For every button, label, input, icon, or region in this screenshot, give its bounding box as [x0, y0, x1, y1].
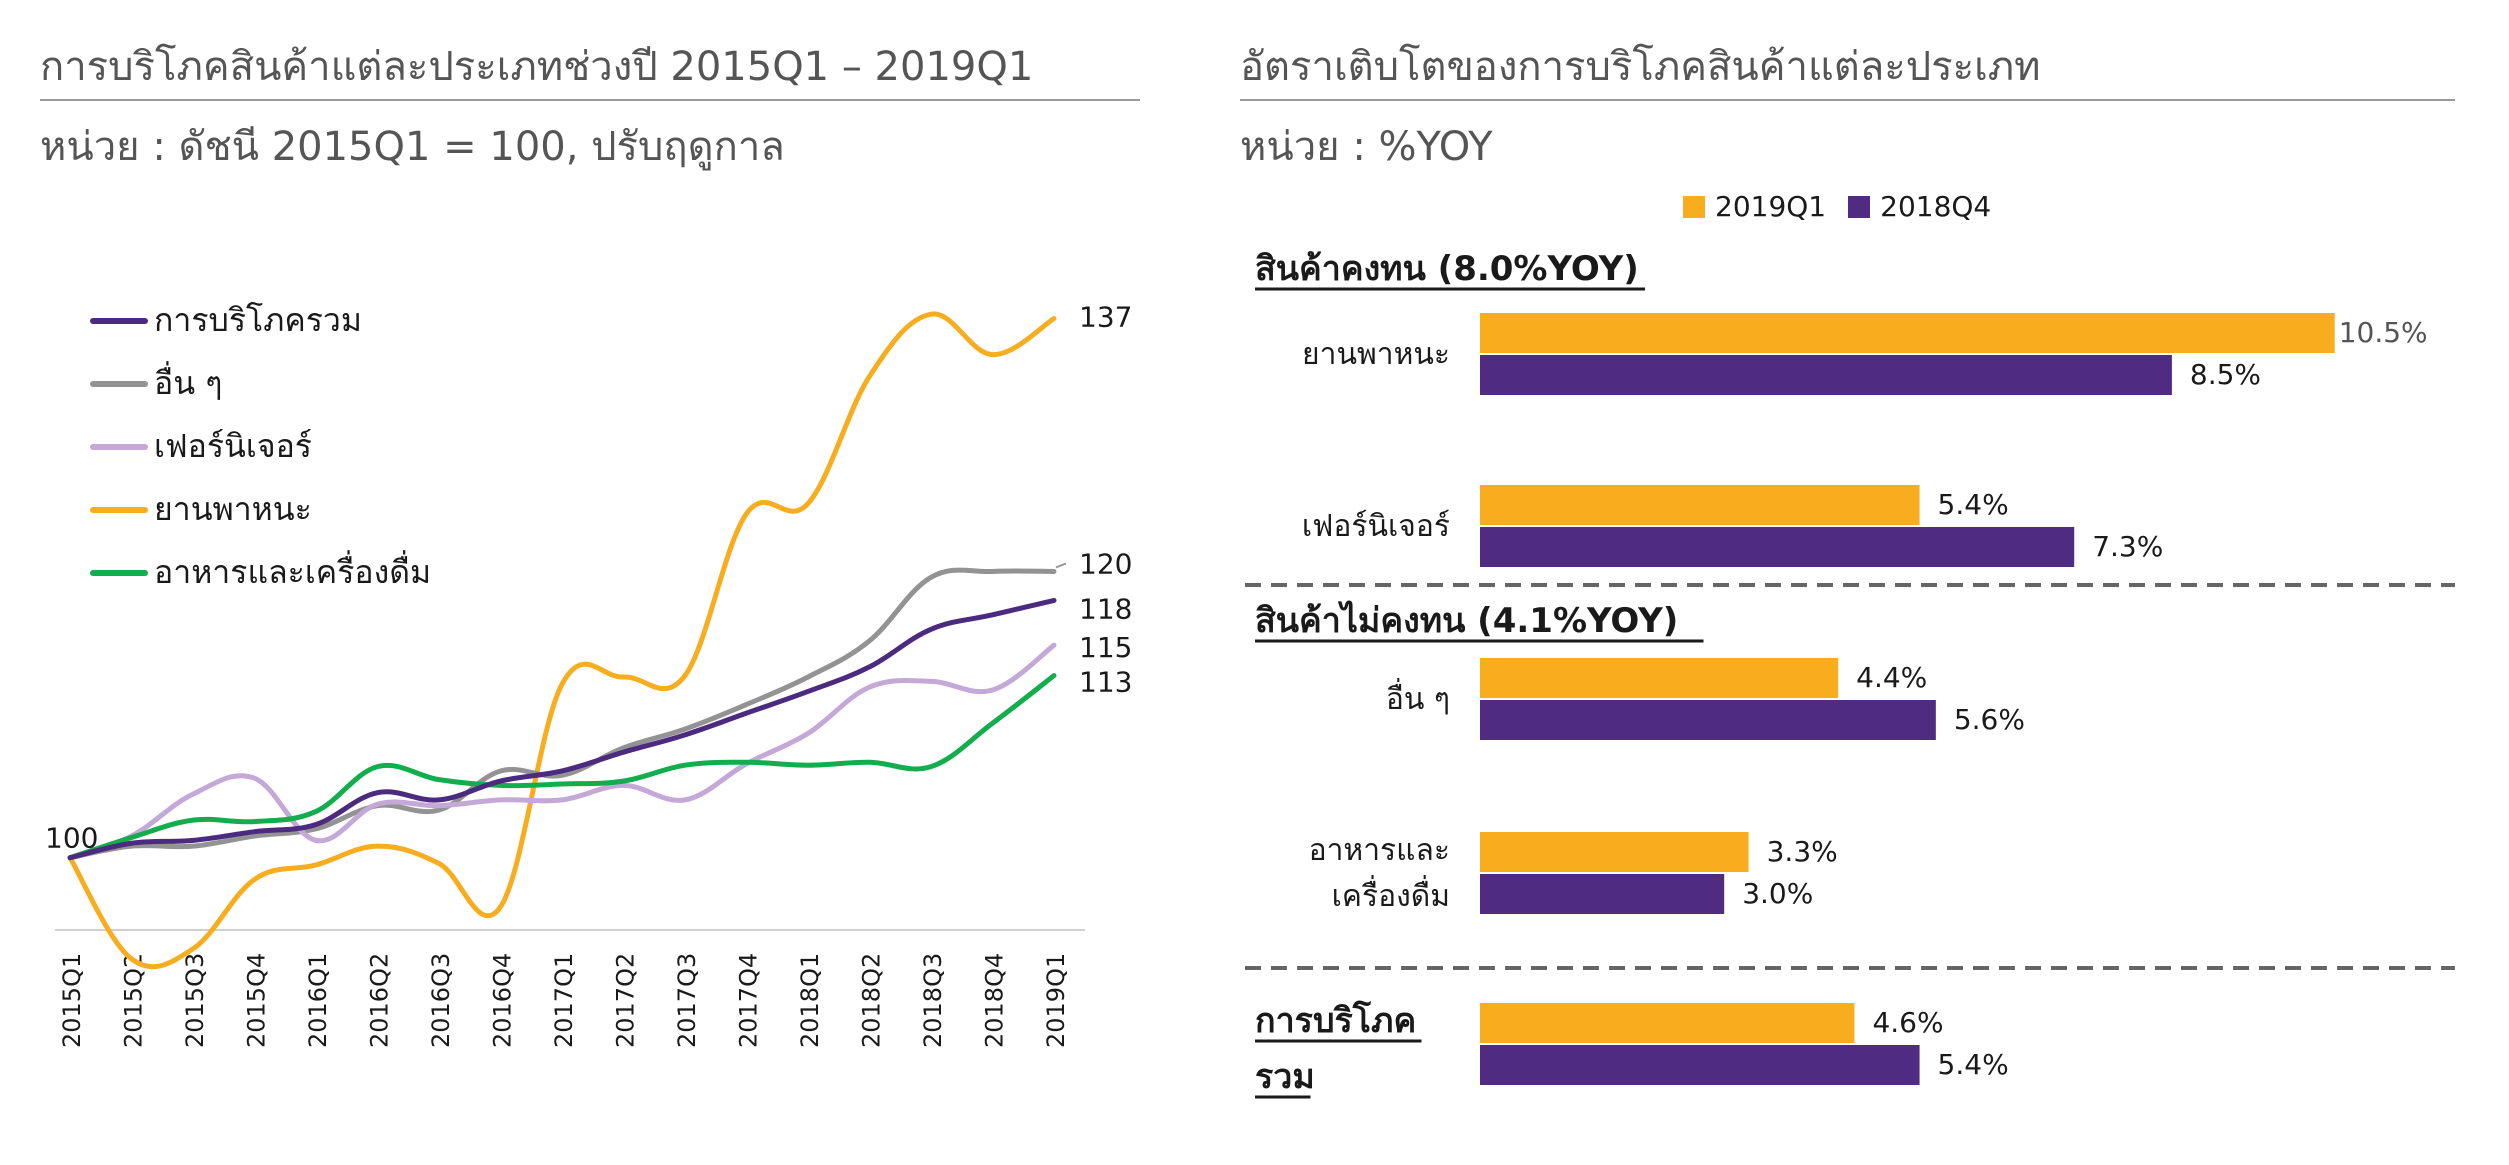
end-value-label-food: 113 [1079, 666, 1132, 699]
bar-2018q4 [1480, 527, 2075, 567]
bar-value-label: 5.6% [1954, 703, 2025, 736]
line-chart: 2015Q1 2015Q2 2015Q3 2015Q4 2016Q1 2016Q2 2016… [45, 300, 1132, 1048]
bar-value-label: 3.0% [1742, 877, 1813, 910]
x-tick-label: 2016Q4 [489, 953, 517, 1048]
legend-swatch-2018q4 [1848, 195, 1871, 218]
legend-item-total: การบริโภครวม [90, 295, 362, 346]
x-tick-label: 2017Q2 [612, 953, 640, 1048]
legend-line-food [90, 569, 148, 576]
end-value-label-others: 120 [1079, 547, 1132, 580]
category-label: เฟอร์นิเจอร์ [1302, 509, 1450, 544]
series-line-food [67, 673, 1057, 861]
x-tick-label: 2017Q4 [735, 953, 763, 1048]
series-line-vehicles [67, 311, 1057, 970]
category-label: เครื่องดื่ม [1332, 875, 1450, 914]
x-tick-label: 2018Q1 [796, 953, 824, 1048]
x-tick-label: 2015Q2 [120, 953, 148, 1048]
bar-2019q1 [1480, 658, 1839, 698]
legend-item-others: อื่น ๆ [90, 358, 222, 409]
index-unit-label: หน่วย : ดัชนี 2015Q1 = 100, ปรับฤดูกาล [40, 124, 785, 170]
end-value-label-total: 118 [1079, 592, 1132, 625]
legend-line-others [90, 380, 148, 387]
legend-label-others: อื่น ๆ [154, 364, 223, 402]
legend-line-total [90, 317, 148, 324]
bar-chart: สินค้าคงทน (8.0%YOY) ยานพาหนะ 10.5% 8.5% เฟอ… [1245, 249, 2455, 1099]
start-value-label: 100 [45, 822, 98, 855]
bar-value-label: 8.5% [2190, 358, 2261, 391]
growth-chart-title: อัตราเติบโตของการบริโภคสินค้าแต่ละประเภท [1240, 44, 2041, 90]
x-tick-label: 2015Q1 [58, 953, 86, 1048]
title-divider-right [1240, 99, 2455, 101]
x-tick-label: 2015Q3 [181, 953, 209, 1048]
bar-2019q1 [1480, 832, 1749, 872]
legend-line-furniture [90, 443, 148, 450]
category-label: ยานพาหนะ [1302, 337, 1450, 372]
title-divider [40, 99, 1140, 101]
x-tick-label: 2019Q1 [1042, 953, 1070, 1048]
x-tick-label: 2016Q2 [366, 953, 394, 1048]
legend-label-2018q4: 2018Q4 [1880, 190, 1992, 223]
legend-item-vehicles: ยานพาหนะ [90, 484, 312, 535]
end-value-label-vehicles: 137 [1079, 300, 1132, 333]
x-tick-label: 2018Q2 [858, 953, 886, 1048]
category-label: อื่น ๆ [1386, 678, 1450, 717]
legend-item-food: อาหารและเครื่องดื่ม [90, 547, 431, 598]
bar-2018q4 [1480, 355, 2172, 395]
bar-value-label: 5.4% [1938, 1048, 2009, 1081]
group-header: สินค้าคงทน (8.0%YOY) [1255, 249, 1639, 289]
series-line-others [67, 567, 1057, 861]
x-tick-label: 2016Q1 [304, 953, 332, 1048]
x-tick-label: 2015Q4 [243, 953, 271, 1048]
index-chart-title: การบริโภคสินค้าแต่ละประเภทช่วงปี 2015Q1 … [40, 44, 1034, 90]
x-tick-label: 2017Q1 [550, 953, 578, 1048]
bar-value-label: 3.3% [1767, 835, 1838, 868]
growth-panel: อัตราเติบโตของการบริโภคสินค้าแต่ละประเภท… [1225, 0, 2509, 1165]
legend-label-2019q1: 2019Q1 [1715, 190, 1827, 223]
legend-swatch-2019q1 [1683, 195, 1705, 218]
bar-2019q1 [1480, 313, 2335, 353]
bar-value-label: 5.4% [1938, 488, 2009, 521]
group-header: การบริโภค [1255, 1000, 1416, 1041]
bar-2018q4 [1480, 700, 1936, 740]
legend-label-total: การบริโภครวม [154, 301, 362, 339]
bar-value-label: 10.5% [2339, 316, 2428, 349]
end-label-leader [1055, 562, 1067, 569]
bar-value-label: 4.6% [1872, 1006, 1943, 1039]
bar-2018q4 [1480, 1045, 1920, 1085]
bar-2019q1 [1480, 485, 1920, 525]
legend-label-food: อาหารและเครื่องดื่ม [154, 553, 432, 591]
group-header: รวม [1255, 1057, 1315, 1097]
bar-value-label: 4.4% [1856, 661, 1927, 694]
bar-value-label: 7.3% [2092, 530, 2163, 563]
legend-label-vehicles: ยานพาหนะ [154, 490, 312, 528]
x-tick-label: 2017Q3 [673, 953, 701, 1048]
bar-legend: 2019Q1 2018Q4 [1683, 190, 1991, 223]
series-line-total [67, 597, 1057, 861]
bar-2019q1 [1480, 1003, 1855, 1043]
bar-2018q4 [1480, 874, 1725, 914]
group-header: สินค้าไม่คงทน (4.1%YOY) [1255, 600, 1678, 641]
x-tick-label: 2018Q4 [981, 953, 1009, 1048]
legend-item-furniture: เฟอร์นิเจอร์ [90, 421, 312, 472]
category-label: อาหารและ [1309, 833, 1450, 868]
x-tick-label: 2016Q3 [427, 953, 455, 1048]
legend-line-vehicles [90, 506, 148, 513]
x-tick-label: 2018Q3 [919, 953, 947, 1048]
series-line-furniture [67, 642, 1057, 861]
end-value-label-furniture: 115 [1079, 631, 1132, 664]
index-panel: การบริโภคสินค้าแต่ละประเภทช่วงปี 2015Q1 … [0, 0, 1180, 1165]
legend-label-furniture: เฟอร์นิเจอร์ [154, 427, 312, 465]
growth-unit-label: หน่วย : %YOY [1240, 124, 1493, 170]
